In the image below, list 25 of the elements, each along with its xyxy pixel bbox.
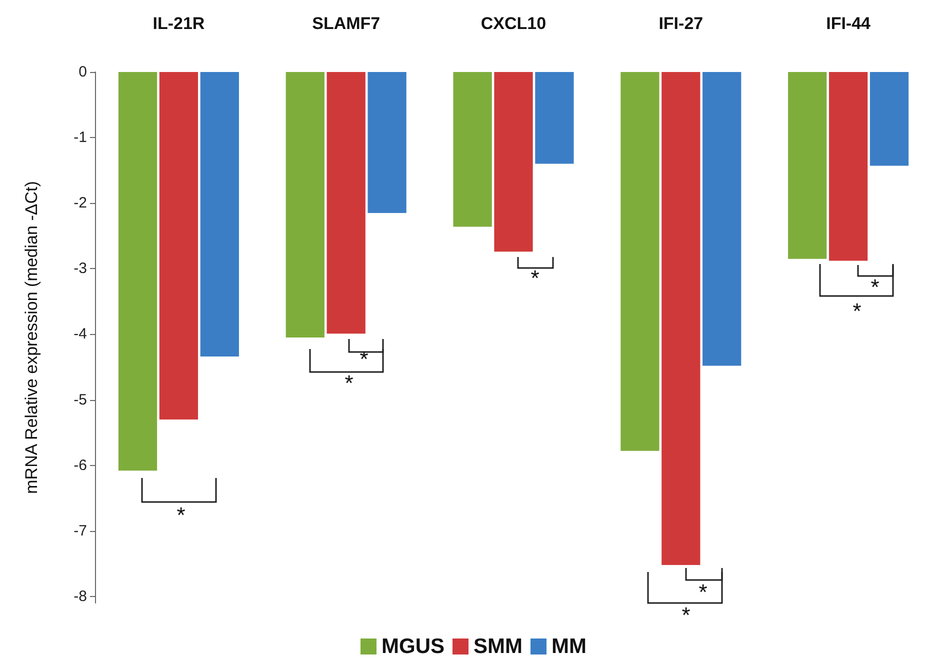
annotation: * bbox=[698, 580, 708, 604]
annotation: * bbox=[852, 298, 862, 324]
y-tick-label: -5 bbox=[74, 391, 87, 408]
y-axis-title: mRNA Relative expression (median -ΔCt) bbox=[22, 181, 41, 494]
x-tick-label: SLAMF7 bbox=[312, 14, 380, 33]
y-tick-label: -4 bbox=[74, 326, 87, 343]
annotation: * bbox=[682, 602, 691, 628]
y-tick-label: -6 bbox=[74, 456, 87, 474]
legend-label: SMM bbox=[474, 635, 523, 658]
y-tick-label: -3 bbox=[74, 260, 87, 278]
legend-label: MM bbox=[552, 635, 587, 658]
annotation: * bbox=[344, 370, 354, 396]
y-tick-label: -1 bbox=[74, 129, 87, 146]
annotation: * bbox=[530, 266, 540, 290]
y-tick-label: -2 bbox=[74, 194, 87, 212]
annotation: * bbox=[870, 274, 880, 300]
y-tick-label: -8 bbox=[74, 588, 87, 605]
x-tick-label: IL-21R bbox=[152, 14, 205, 33]
annotation: * bbox=[176, 502, 186, 528]
y-tick-label: 0 bbox=[78, 64, 87, 80]
y-tick-label: -7 bbox=[74, 522, 87, 540]
x-tick-label: IFI-44 bbox=[826, 14, 872, 33]
x-tick-label: CXCL10 bbox=[480, 14, 546, 33]
x-tick-label: IFI-27 bbox=[658, 14, 704, 33]
legend-label: MGUS bbox=[382, 635, 445, 658]
